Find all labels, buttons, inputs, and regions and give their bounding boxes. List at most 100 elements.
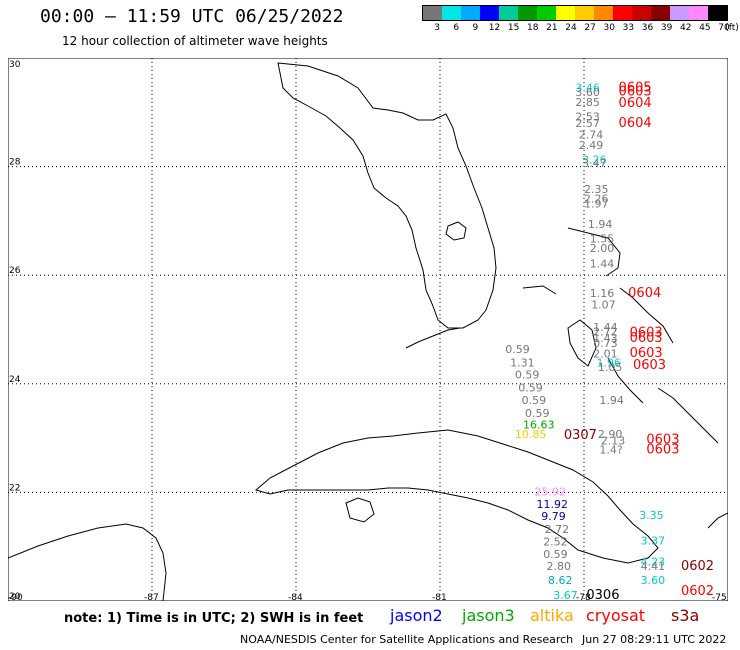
scale-tick-label: 21 [546, 23, 558, 33]
scale-tick-label: 70 [718, 23, 730, 33]
color-scale-boxes [422, 5, 728, 21]
wave-height-label: 0.59 [525, 407, 550, 420]
lon-tick-label: -87 [144, 593, 159, 601]
legend-entry-jason2: jason2 [390, 606, 443, 625]
scale-tick-label: 6 [453, 23, 460, 33]
wave-height-label: 0.59 [515, 368, 540, 381]
legend-entry-altika: altika [530, 606, 574, 625]
lat-tick-label: 24 [9, 375, 21, 385]
footer-note: note: 1) Time is in UTC; 2) SWH is in fe… [64, 611, 364, 626]
map-grid [8, 58, 728, 601]
wave-height-label: 3.26 [582, 153, 607, 166]
wave-height-label: 0603 [646, 442, 679, 457]
wave-height-label: 2.26 [584, 192, 609, 205]
wave-height-label: 1.94 [599, 394, 624, 407]
scale-tick-label: 27 [584, 23, 596, 33]
wave-height-label: 4.41 [641, 560, 666, 573]
lon-tick-label: -78 [576, 593, 591, 601]
wave-height-label: 0603 [630, 326, 663, 341]
lon-tick-label: -84 [288, 593, 303, 601]
bahamas-abaco [567, 227, 621, 277]
scale-tick-label: 15 [507, 23, 520, 33]
scale-swatch [499, 6, 518, 20]
wave-height-label: 1.4? [599, 443, 622, 456]
wave-height-label: 0.59 [505, 343, 530, 356]
wave-height-label: 2.00 [590, 242, 615, 255]
scale-tick-label: 36 [641, 23, 654, 33]
scale-tick-label: 42 [680, 23, 692, 33]
page-subtitle: 12 hour collection of altimeter wave hei… [62, 34, 328, 48]
legend-entry-s3a: s3a [671, 606, 700, 625]
wave-height-label: 0604 [619, 96, 652, 111]
wave-height-label: 1.31 [510, 356, 534, 369]
scale-tick-label: 24 [565, 23, 577, 33]
lon-tick-label: -75 [712, 593, 727, 601]
wave-height-label: 2.53 [575, 110, 600, 123]
wave-height-label: 8.62 [548, 574, 573, 587]
scale-swatch [480, 6, 499, 20]
wave-height-label: 1.97 [584, 197, 609, 210]
bahamas-exuma [607, 357, 644, 404]
scale-swatch [708, 6, 727, 20]
scale-unit-label: (ft) [725, 23, 739, 33]
lat-tick-label: 20 [9, 592, 21, 601]
legend-entry-jason3: jason3 [462, 606, 515, 625]
wave-height-label: 2.72 [545, 523, 570, 536]
wave-height-label: 1.94 [588, 218, 613, 231]
scale-swatch [594, 6, 613, 20]
wave-height-label: 2.85 [575, 96, 600, 109]
wave-height-label: 1.55 [590, 233, 615, 246]
wave-height-label: 3.67 [553, 589, 578, 601]
wave-height-label: 3.60 [641, 574, 666, 587]
wave-height-label: 2.35 [584, 183, 609, 196]
wave-height-label: 1.44 [590, 258, 615, 271]
wave-height-label: 1.05 [598, 361, 623, 374]
credit-text: NOAA/NESDIS Center for Satellite Applica… [240, 633, 574, 646]
scale-swatch [632, 6, 651, 20]
wave-height-label: 3.35 [639, 509, 664, 522]
lat-tick-label: 22 [9, 483, 20, 493]
bahamas-southeast [657, 387, 719, 444]
lat-tick-label: 28 [9, 158, 21, 168]
yucatan-coast [8, 523, 167, 601]
florida-coast [277, 62, 497, 329]
lon-tick-label: -81 [432, 593, 447, 601]
wave-height-label: 2.80 [547, 560, 572, 573]
lake-okeechobee [445, 221, 467, 241]
wave-height-label: 0307 [564, 428, 597, 443]
scale-tick-label: 12 [488, 23, 501, 33]
scale-swatch [689, 6, 708, 20]
wave-height-label: 0604 [619, 116, 652, 131]
wave-height-label: 1.96 [596, 356, 621, 369]
wave-height-label: 0605 [619, 81, 652, 96]
scale-tick-label: 45 [699, 23, 711, 33]
lat-tick-label: 26 [9, 266, 21, 276]
wave-height-label: 0602 [681, 559, 714, 574]
scale-tick-label: 39 [660, 23, 673, 33]
isla-juventud [345, 497, 375, 523]
wave-height-label: 0604 [628, 286, 661, 301]
scale-tick-label: 9 [472, 23, 479, 33]
hispaniola-edge [707, 512, 728, 529]
map-frame [8, 58, 728, 601]
wave-height-label: 0603 [630, 331, 663, 346]
wave-height-label: 0603 [646, 433, 679, 448]
wave-height-label: 1.16 [590, 287, 615, 300]
scale-swatch [537, 6, 556, 20]
page-title: 00:00 – 11:59 UTC 06/25/2022 [40, 6, 344, 27]
wave-height-label: 3.37 [641, 535, 666, 548]
wave-height-label: 3.60 [575, 86, 600, 99]
scale-swatch [461, 6, 480, 20]
lat-tick-label: 30 [9, 60, 21, 70]
wave-height-label: 0.59 [518, 381, 543, 394]
wave-height-label: 0603 [619, 84, 652, 99]
wave-height-label: 0.59 [522, 394, 547, 407]
scale-swatch [442, 6, 461, 20]
scale-swatch [670, 6, 689, 20]
bahamas-andros [567, 319, 597, 367]
wave-height-label: 2.57 [575, 117, 600, 130]
wave-height-label: 25.92 [535, 486, 567, 499]
scale-swatch [575, 6, 594, 20]
wave-height-label: 16.63 [523, 418, 555, 431]
florida-keys [405, 327, 461, 349]
